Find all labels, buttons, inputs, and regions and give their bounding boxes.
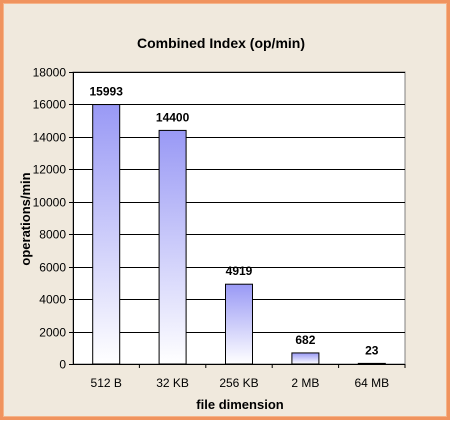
data-label: 15993: [90, 85, 124, 99]
y-tick-label: 6000: [39, 261, 66, 275]
bar: [291, 352, 320, 365]
y-tick-label: 4000: [39, 293, 66, 307]
y-tick-label: 8000: [39, 228, 66, 242]
y-tick-label: 12000: [33, 163, 67, 177]
y-tick-label: 10000: [33, 196, 67, 210]
y-tick-label: 18000: [33, 66, 67, 80]
y-tick-label: 16000: [33, 98, 67, 112]
y-tick-label: 14000: [33, 131, 67, 145]
x-tick-label: 512 B: [91, 376, 122, 390]
data-label: 23: [365, 343, 379, 357]
bar: [158, 129, 187, 365]
data-label: 4919: [226, 264, 253, 278]
x-tick-label: 256 KB: [219, 376, 258, 390]
x-axis-title: file dimension: [196, 397, 283, 412]
y-axis-title: operations/min: [18, 172, 33, 265]
data-label: 682: [295, 333, 315, 347]
bar: [357, 362, 386, 365]
y-tick-label: 0: [59, 358, 66, 372]
chart-title: Combined Index (op/min): [137, 35, 305, 51]
chart: Combined Index (op/min) operations/min f…: [18, 35, 406, 412]
data-label: 14400: [156, 110, 190, 124]
x-tick-label: 64 MB: [354, 376, 389, 390]
x-tick-label: 2 MB: [291, 376, 319, 390]
y-tick-label: 2000: [39, 326, 66, 340]
plot-area: 0 2000 4000 6000 8000 10000 12000 14000 16000 180…: [33, 66, 406, 390]
x-tick-label: 32 KB: [156, 376, 189, 390]
bar: [225, 283, 253, 365]
bar: [92, 104, 121, 365]
